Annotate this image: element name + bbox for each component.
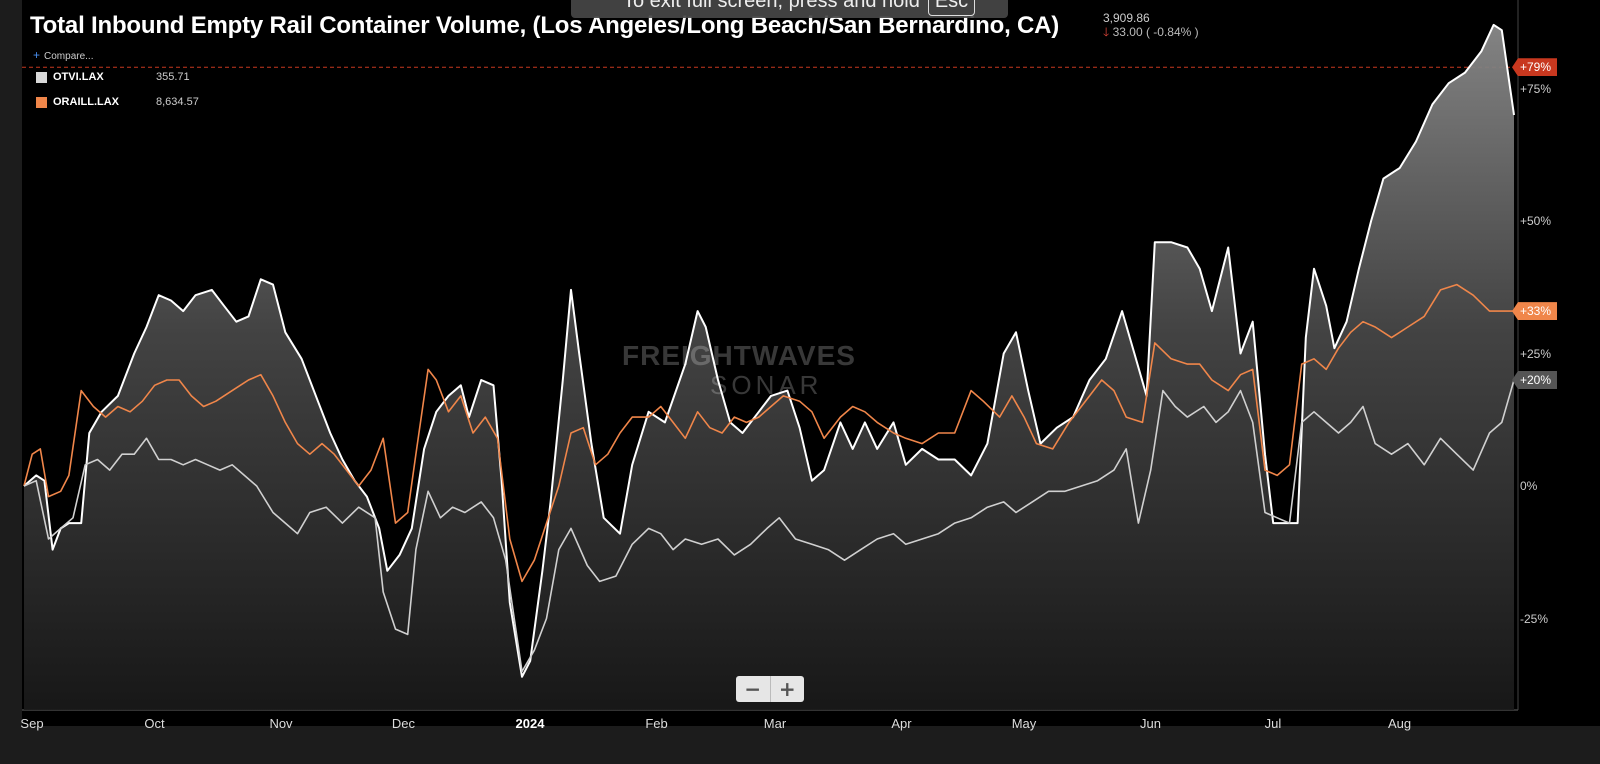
legend-swatch [36,96,47,108]
last-value-badge: +20% [1512,371,1558,389]
fullscreen-banner-text: To exit full screen, press and hold [623,0,920,12]
x-tick-label: Dec [391,716,416,731]
x-tick-label: May [1011,716,1037,731]
y-tick-label: 0% [1520,479,1538,493]
compare-label: Compare... [44,51,94,62]
fullscreen-banner: To exit full screen, press and hold Esc [571,0,1008,18]
legend-symbol: ORAILL.LAX [53,96,119,108]
x-tick-label: Jun [1140,716,1161,731]
down-arrow-icon: 🡓 [1103,25,1110,39]
chart-area[interactable] [22,0,1548,726]
price-value: 3,909.86 [1103,11,1150,25]
last-value-badge: +79% [1512,58,1558,77]
x-tick-label: 2024 [515,716,545,731]
x-tick-label: Jul [1264,716,1282,731]
x-tick-label: Feb [645,716,668,731]
watermark-sub: SONAR [710,370,823,400]
last-value-badge: +33% [1512,302,1558,321]
y-tick-label: +50% [1520,214,1552,228]
compare-button[interactable]: + Compare... [33,48,93,62]
x-tick-label: Oct [144,716,165,731]
watermark-logo: FREIGHTWAVES [622,340,856,371]
legend-item-oraill[interactable]: ORAILL.LAX 8,634.57 [36,96,199,108]
series-area-fill [24,24,1514,710]
series-line-3 [23,379,1515,673]
y-axis-panel [1548,0,1600,726]
price-change: 33.00 ( -0.84% ) [1112,25,1199,39]
x-tick-label: Sep [20,716,44,731]
x-tick-label: Mar [763,716,787,731]
x-tick-label: Nov [269,716,293,731]
legend-value: 355.71 [156,71,190,83]
zoom-in-button[interactable]: + [771,676,805,702]
x-tick-label: Apr [891,716,912,731]
esc-key: Esc [927,0,976,16]
price-readout: 3,909.86 🡓 33.00 ( -0.84% ) [1103,11,1199,39]
legend-swatch [36,71,47,83]
chart-plot[interactable] [22,0,1548,726]
legend-item-otvi[interactable]: OTVI.LAX 355.71 [36,71,190,83]
legend-value: 8,634.57 [156,96,199,108]
plus-icon: + [33,48,41,62]
x-tick-label: Aug [1387,716,1412,731]
y-tick-label: +25% [1520,346,1552,361]
watermark: FREIGHTWAVES SONAR [622,340,856,401]
series-line-2 [23,283,1514,583]
y-tick-label: -25% [1520,611,1549,626]
y-tick-label: +75% [1520,81,1552,96]
legend-symbol: OTVI.LAX [53,71,104,83]
zoom-controls: − + [736,676,804,702]
zoom-out-button[interactable]: − [736,676,771,702]
series-line-1 [23,23,1515,678]
